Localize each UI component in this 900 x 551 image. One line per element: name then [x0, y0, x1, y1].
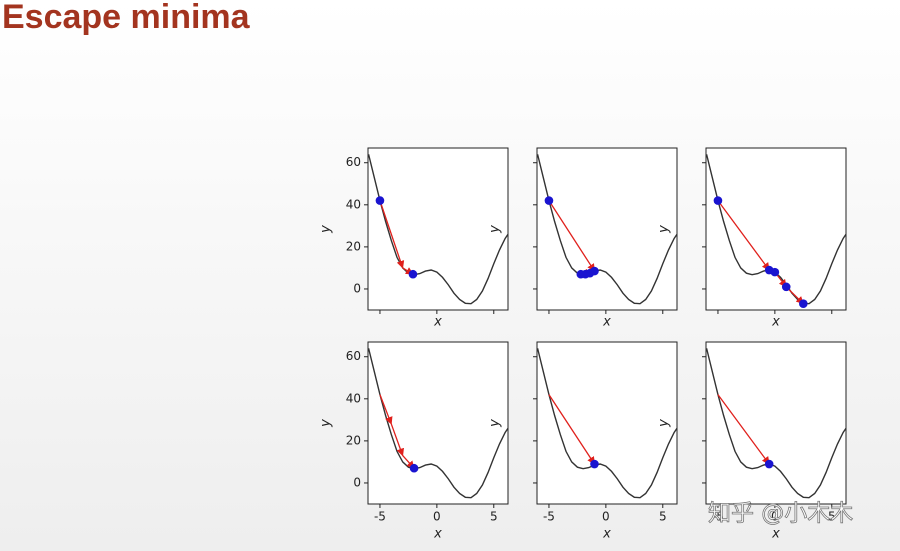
x-tick-label: -5 — [374, 510, 386, 524]
x-tick-label: -5 — [712, 510, 724, 524]
plot-frame — [536, 341, 678, 505]
x-tick-label: 5 — [490, 510, 498, 524]
y-tick-label: 0 — [353, 475, 361, 489]
step-arrow — [379, 200, 405, 269]
y-tick-label: 0 — [353, 281, 361, 295]
y-tick-label: 60 — [346, 349, 361, 363]
curve — [368, 154, 508, 305]
curve — [368, 348, 508, 499]
step-arrow — [548, 394, 596, 465]
plot-frame — [705, 341, 847, 505]
y-tick-label: 20 — [346, 433, 361, 447]
point — [781, 282, 791, 292]
x-tick-label: 5 — [828, 510, 836, 524]
y-axis-label: y — [657, 225, 672, 234]
x-tick-label: 0 — [771, 510, 779, 524]
point — [544, 196, 554, 205]
y-axis-label: y — [319, 225, 334, 234]
point — [408, 269, 418, 279]
y-tick-label: 20 — [346, 239, 361, 253]
x-tick-label: 0 — [602, 510, 610, 524]
plot-frame — [367, 147, 509, 311]
plot-frame — [705, 147, 847, 311]
watermark: 知乎 @小木木 — [708, 501, 853, 527]
y-tick-label: 40 — [346, 197, 361, 211]
point — [409, 463, 419, 473]
y-tick-label: 60 — [346, 155, 361, 169]
slide-title: Escape minima — [2, 0, 251, 36]
x-axis-label: x — [771, 527, 780, 542]
point — [590, 266, 599, 276]
x-axis-label: x — [602, 527, 611, 542]
y-axis-label: y — [488, 225, 503, 234]
curve — [706, 348, 846, 499]
point — [590, 459, 599, 469]
y-axis-label: y — [657, 419, 672, 428]
point — [713, 196, 723, 205]
x-tick-label: -5 — [543, 510, 555, 524]
point — [799, 299, 808, 308]
x-axis-label: x — [433, 315, 442, 330]
y-axis-label: y — [319, 419, 334, 428]
x-axis-label: x — [433, 527, 442, 542]
step-arrow — [717, 394, 770, 465]
curve — [537, 154, 677, 305]
y-tick-label: 40 — [346, 391, 361, 405]
x-axis-label: x — [602, 315, 611, 330]
x-axis-label: x — [771, 315, 780, 330]
point — [375, 196, 385, 205]
y-axis-label: y — [488, 419, 503, 428]
point — [764, 459, 774, 469]
curve — [537, 348, 677, 499]
step-arrow — [390, 423, 405, 457]
x-tick-label: 5 — [659, 510, 667, 524]
x-tick-label: 0 — [433, 510, 441, 524]
step-arrow — [379, 394, 393, 425]
point — [770, 267, 780, 277]
step-arrow — [717, 200, 770, 271]
step-arrow — [548, 200, 596, 272]
plot-frame — [536, 147, 678, 311]
